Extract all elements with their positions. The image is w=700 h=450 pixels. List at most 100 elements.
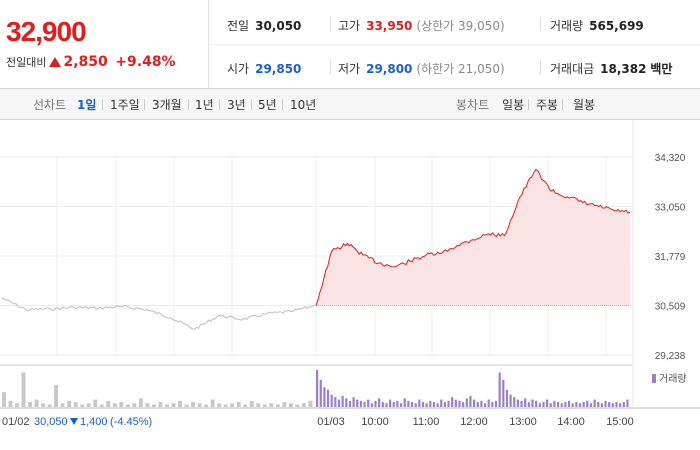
volume-bar-today: [611, 403, 614, 407]
volume-bar-prev: [295, 404, 300, 407]
volume-bar-today: [473, 399, 476, 407]
amount-label: 거래대금: [550, 62, 595, 76]
volume-bar-prev: [308, 400, 313, 407]
volume-bar-prev: [197, 403, 202, 407]
volume-bar-today: [615, 402, 618, 407]
volume-bar-today: [399, 403, 403, 407]
volume-bar-prev: [191, 402, 196, 407]
volume-bar-today: [392, 402, 395, 407]
volume-bar-prev: [275, 404, 280, 407]
x-tick-label: 15:00: [606, 416, 634, 428]
volume-bar-prev: [151, 404, 156, 407]
volume-bar-prev: [47, 404, 52, 407]
prev-day-change: 1,400: [80, 416, 108, 428]
volume-bar-prev: [288, 403, 293, 407]
tab-period-1w[interactable]: 1주일: [110, 98, 140, 112]
volume-bar-today: [451, 397, 454, 407]
tab-candle-monthly[interactable]: 월봉: [573, 98, 596, 112]
volume-bar-today: [465, 398, 468, 407]
volume-bar-today: [319, 379, 322, 407]
volume-bar-prev: [230, 403, 235, 407]
tab-period-3m[interactable]: 3개월: [152, 98, 182, 112]
volume-bar-today: [337, 399, 341, 407]
high-value: 33,950: [366, 19, 413, 33]
change-label: 전일대비: [6, 56, 47, 69]
today-price-line: [315, 168, 631, 306]
volume-bar-today: [374, 400, 377, 407]
volume-bar-today: [509, 394, 512, 407]
volume-bar-today: [396, 400, 399, 407]
volume-bar-today: [370, 403, 373, 407]
prev-value: 30,050: [255, 19, 302, 33]
volume-bar-prev: [99, 404, 104, 407]
open-value: 29,850: [255, 62, 302, 76]
volume-bar-today: [363, 402, 366, 407]
volume-bar-prev: [15, 403, 19, 407]
volume-legend-swatch: [652, 374, 656, 383]
volume-bar-today: [359, 400, 363, 407]
prev-day-line: [1, 297, 316, 330]
prev-day-pct: (-4.45%): [110, 416, 152, 428]
volume-bar-today: [476, 402, 479, 407]
volume-bar-today: [381, 402, 384, 407]
y-tick-label: 30,509: [655, 302, 686, 313]
tab-period-3y[interactable]: 3년: [227, 98, 246, 112]
change-amount: 2,850: [63, 54, 108, 70]
up-triangle-icon: [49, 57, 62, 67]
high-label: 고가: [338, 19, 361, 33]
volume-bar-today: [491, 402, 494, 407]
volume-bars: [2, 370, 629, 407]
volume-bar-today: [421, 402, 425, 407]
y-tick-label: 34,320: [655, 153, 686, 164]
x-tick-label: 11:00: [413, 416, 440, 428]
volume-bar-today: [549, 403, 552, 407]
volume-bar-today: [469, 395, 472, 407]
price-lines: [1, 168, 631, 330]
price-chart: 34,320 33,050 31,779 30,509 29,238 거래량 01/03 10…: [0, 120, 700, 428]
volume-bar-today: [345, 398, 348, 407]
candle-chart-label: 봉차트: [456, 98, 490, 112]
volume-bar-today: [571, 403, 574, 407]
volume-bar-today: [600, 403, 603, 407]
tab-period-5y[interactable]: 5년: [258, 98, 277, 112]
today-area-fill: [316, 169, 630, 306]
volume-bar-today: [535, 400, 538, 407]
volume-bar-today: [447, 400, 450, 407]
tab-candle-daily[interactable]: 일봉: [502, 98, 525, 112]
stat-open: 시가 29,850: [227, 60, 301, 77]
amount-unit: 백만: [650, 62, 673, 76]
stat-volume: 거래량 565,699: [550, 17, 644, 34]
volume-bar-today: [575, 402, 578, 407]
volume-bar-prev: [145, 403, 150, 407]
volume-bar-today: [593, 399, 596, 407]
stat-prev: 전일 30,050: [227, 17, 301, 34]
volume-bar-prev: [171, 403, 176, 407]
upper-limit: (상한가 39,050): [416, 19, 505, 33]
tab-period-1y[interactable]: 1년: [195, 98, 214, 112]
volume-bar-prev: [282, 402, 287, 407]
volume-bar-prev: [67, 400, 72, 407]
y-tick-label: 29,238: [655, 351, 686, 362]
tab-period-10y[interactable]: 10년: [290, 98, 317, 112]
volume-bar-today: [516, 399, 520, 407]
volume-bar-today: [432, 402, 436, 407]
volume-label: 거래량: [550, 19, 584, 33]
tab-candle-weekly[interactable]: 주봉: [536, 98, 559, 112]
volume-bar-today: [564, 402, 567, 407]
axis-labels: 34,320 33,050 31,779 30,509 29,238 거래량 01/03 10…: [2, 153, 687, 428]
y-tick-label: 31,779: [655, 252, 686, 263]
volume-bar-prev: [2, 392, 6, 407]
tab-period-1d[interactable]: 1일: [77, 98, 97, 112]
prev-day-label: 01/02: [2, 416, 30, 428]
volume-bar-prev: [28, 402, 32, 407]
volume-bar-today: [626, 399, 629, 407]
volume-bar-today: [323, 387, 326, 407]
chart-tabs: 선차트 1일 1주일 3개월 1년 3년 5년 10년 봉차트 일봉 주봉 월봉: [0, 89, 700, 120]
volume-bar-today: [556, 402, 560, 407]
volume-bar-prev: [301, 403, 306, 407]
volume-bar-today: [560, 403, 563, 407]
change-percent: +9.48%: [115, 54, 176, 70]
volume-bar-prev: [106, 400, 111, 407]
volume-bar-today: [542, 402, 545, 407]
volume-bar-today: [608, 402, 611, 407]
